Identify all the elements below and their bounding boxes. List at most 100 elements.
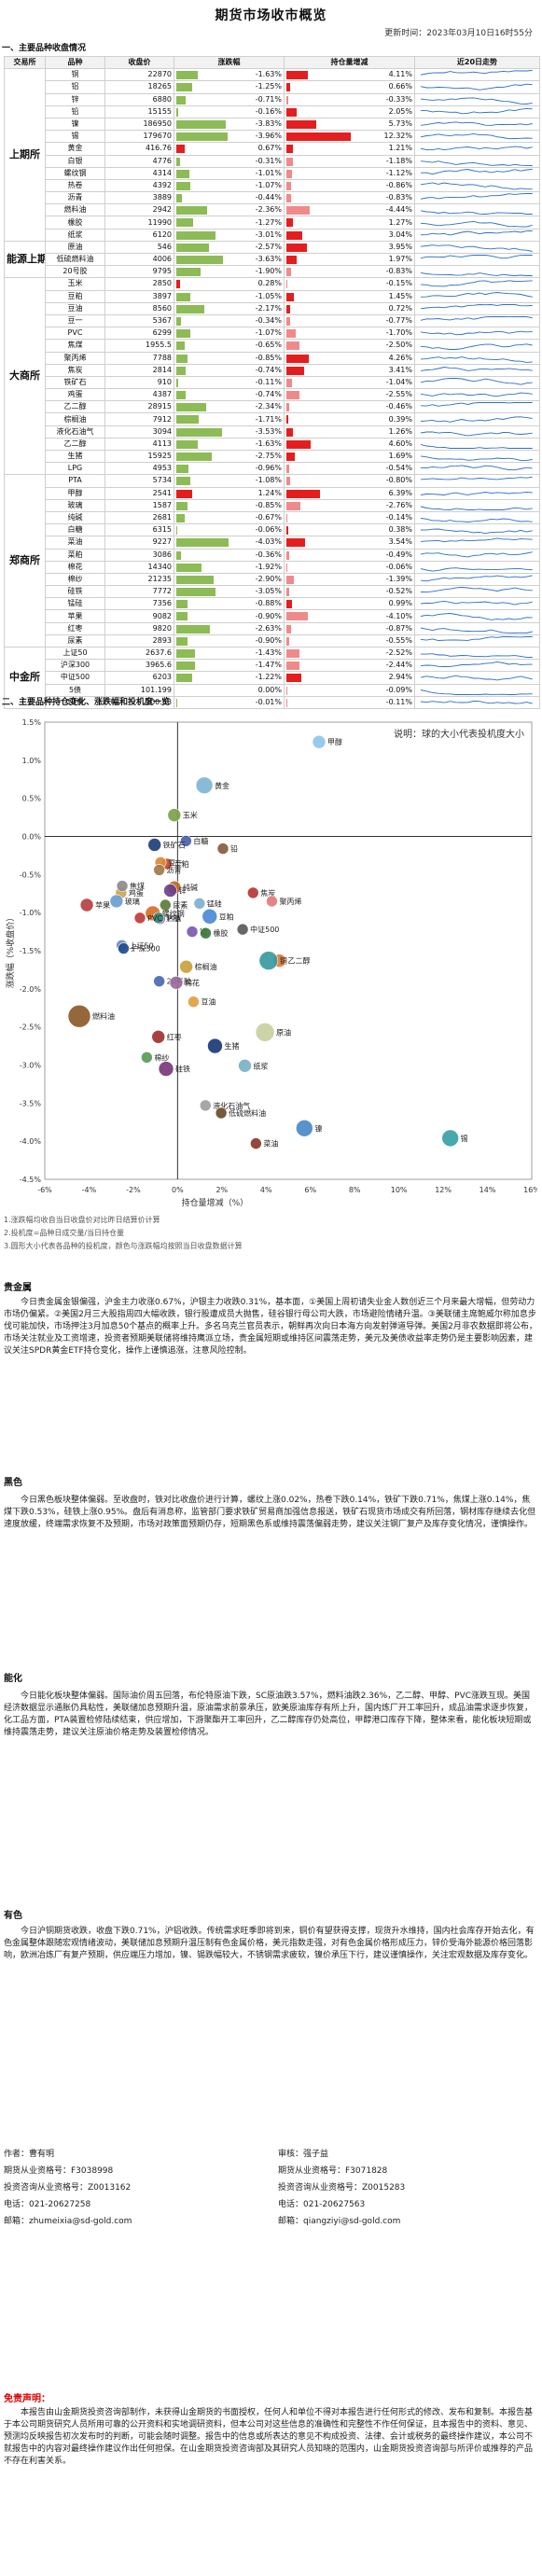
change-bar: [176, 403, 207, 412]
product-name: 原油: [45, 240, 105, 255]
product-name: 铜: [45, 68, 105, 82]
x-tick-label: -2%: [126, 1186, 141, 1194]
holding-change-value: 1.27%: [388, 217, 412, 227]
close-price: 2541: [104, 486, 174, 500]
change-value: -2.63%: [255, 623, 282, 633]
trend-sparkline-cell: [414, 203, 540, 217]
table-row: 苹果 9082 -0.90% -4.10%: [5, 609, 540, 623]
heading-nonferrous: 有色: [4, 1911, 22, 1921]
holding-change-value: -1.39%: [385, 574, 412, 583]
close-price: 2681: [104, 510, 174, 525]
trend-sparkline-cell: [414, 695, 540, 709]
trend-sparkline-cell: [414, 166, 540, 180]
trend-line: [420, 366, 533, 371]
holding-change-bar: [286, 489, 320, 498]
close-price: 4387: [104, 388, 174, 402]
table-row: 能源上期 原油 546 -2.57% 3.95%: [4, 240, 540, 279]
x-tick-label: 0%: [172, 1186, 184, 1194]
trend-line: [421, 653, 533, 659]
bubble: [152, 912, 165, 925]
change-bar: [176, 427, 222, 437]
trend-sparkline: [420, 537, 533, 543]
holding-change-value: -0.14%: [385, 513, 412, 522]
trend-sparkline: [420, 661, 533, 668]
table-row: 热卷 4392 -1.07% -0.86%: [5, 178, 540, 193]
holding-change-bar: [286, 292, 295, 301]
reviewer-qualification: 期货从业资格号：F3071828: [278, 2166, 388, 2176]
trend-sparkline-cell: [414, 191, 540, 205]
holding-change-cell: -0.46%: [284, 400, 415, 414]
close-price: 7772: [104, 585, 174, 599]
product-name: 镍: [45, 117, 105, 132]
product-name: 玻璃: [45, 498, 105, 512]
x-tick-label: 2%: [215, 1186, 228, 1194]
close-price: 4314: [104, 166, 174, 180]
close-price: 5734: [104, 474, 174, 488]
y-tick-label: -1.5%: [20, 947, 42, 955]
holding-change-value: 0.66%: [388, 82, 412, 91]
trend-sparkline: [420, 415, 533, 423]
change-value: -0.88%: [255, 599, 282, 608]
table-row: 鸡蛋 4387 -0.74% -2.55%: [5, 388, 540, 402]
change-bar: [176, 341, 185, 351]
holding-change-value: -0.06%: [385, 562, 412, 571]
holding-change-cell: 4.26%: [284, 351, 415, 365]
change-bar: [176, 206, 207, 216]
change-cell: -0.74%: [174, 363, 285, 377]
change-cell: 0.67%: [174, 142, 285, 156]
holding-change-cell: -0.54%: [284, 462, 415, 476]
change-bar: [176, 71, 198, 80]
change-bar: [176, 132, 228, 142]
holding-change-value: 3.54%: [388, 537, 412, 547]
change-bar: [176, 453, 212, 461]
product-name: 生猪: [45, 449, 105, 464]
bubble-label: 中证500: [250, 925, 279, 934]
heading-energy-chemicals: 能化: [4, 1674, 22, 1684]
trend-line: [420, 465, 533, 471]
change-value: -0.74%: [255, 390, 282, 399]
trend-sparkline: [420, 84, 533, 91]
change-cell: -0.31%: [174, 154, 285, 168]
trend-sparkline-cell: [414, 536, 540, 550]
change-cell: -3.63%: [174, 252, 285, 267]
holding-change-cell: -0.49%: [284, 548, 415, 562]
change-value: -2.36%: [255, 205, 282, 215]
paragraph-energy-chemicals: 今日能化板块整体偏弱。国际油价周五回落，布伦特原油下跌，SC原油跌3.57%，燃…: [4, 1692, 534, 1737]
bubble-label: 鸡蛋: [129, 888, 144, 898]
trend-sparkline: [420, 133, 533, 140]
change-cell: -0.90%: [174, 609, 285, 623]
holding-change-cell: -0.09%: [284, 683, 415, 697]
holding-change-cell: -1.18%: [284, 154, 415, 168]
change-cell: -2.63%: [174, 621, 285, 635]
trend-sparkline: [420, 635, 533, 641]
trend-sparkline: [420, 272, 533, 277]
product-name: 热卷: [45, 178, 105, 193]
close-price: 9820: [104, 621, 174, 635]
holding-change-cell: 3.95%: [284, 240, 415, 255]
bubble-label: 尿素: [173, 900, 188, 910]
x-tick-label: -4%: [82, 1186, 97, 1194]
change-value: -3.05%: [255, 587, 282, 596]
trend-sparkline-cell: [414, 449, 540, 464]
change-bar: [176, 230, 215, 240]
holding-change-cell: 0.66%: [284, 80, 415, 94]
trend-line: [420, 443, 533, 449]
product-name: PVC: [45, 327, 105, 341]
close-price: 416.76: [104, 142, 174, 156]
x-tick-label: 16%: [523, 1186, 537, 1194]
trend-sparkline: [420, 210, 533, 216]
change-cell: -0.44%: [174, 191, 285, 205]
holding-change-cell: -2.50%: [284, 339, 415, 353]
holding-change-bar: [286, 477, 291, 486]
change-value: -2.17%: [255, 303, 282, 313]
change-cell: -0.85%: [174, 498, 285, 512]
trend-sparkline: [420, 392, 533, 397]
x-tick-label: 4%: [260, 1186, 272, 1194]
table-row: 纸浆 6120 -3.01% 3.04%: [5, 228, 540, 242]
trend-line: [420, 392, 533, 397]
holding-change-bar: [286, 403, 289, 412]
reviewer-name: 审核：强子益: [278, 2150, 329, 2159]
bubble-label: 豆油: [201, 997, 215, 1007]
bubble: [179, 959, 193, 974]
trend-line: [420, 316, 533, 321]
